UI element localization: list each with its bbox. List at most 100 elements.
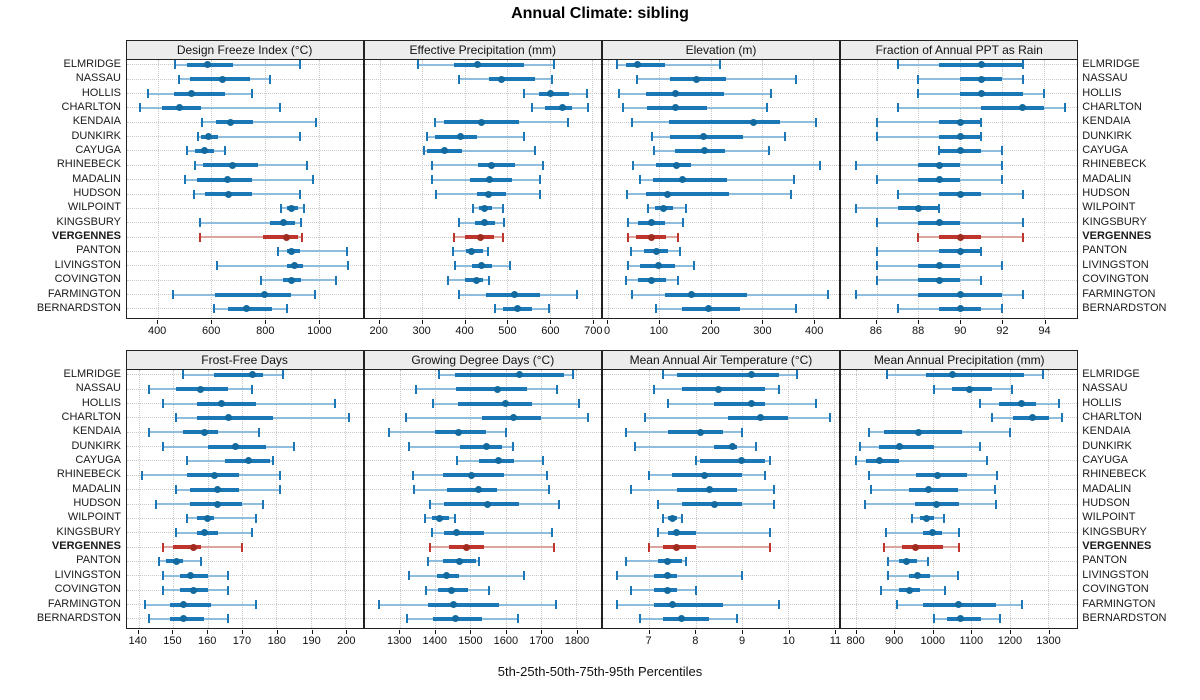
- median-dot: [925, 486, 933, 494]
- median-dot: [957, 615, 965, 623]
- cap-5th: [638, 175, 641, 185]
- x-tick-label: 500: [498, 325, 517, 337]
- cap-5th: [194, 160, 197, 170]
- gridline-vertical: [138, 370, 140, 628]
- cap-95th: [980, 117, 983, 127]
- median-dot: [547, 90, 555, 98]
- gridline-vertical: [1047, 370, 1049, 628]
- cap-95th: [567, 117, 570, 127]
- x-tick: [875, 320, 877, 324]
- panel-strip-title: Design Freeze Index (°C): [176, 43, 313, 57]
- cap-95th: [980, 275, 983, 285]
- cap-95th: [299, 218, 302, 228]
- x-tick: [971, 630, 973, 634]
- cap-95th: [768, 146, 771, 156]
- cap-95th: [523, 132, 526, 142]
- x-tick: [505, 630, 507, 634]
- site-label-left: VERGENNES: [51, 230, 121, 243]
- x-tick-label: 1000: [307, 325, 332, 337]
- site-label-left: CAYUGA: [75, 143, 121, 156]
- site-label-left: NASSAU: [75, 72, 121, 85]
- median-dot: [488, 161, 496, 169]
- median-dot: [747, 371, 755, 379]
- cap-95th: [814, 399, 817, 409]
- median-dot: [696, 428, 704, 436]
- median-dot: [248, 371, 256, 379]
- site-label-left: HOLLIS: [81, 86, 121, 99]
- interval-25-75: [214, 372, 263, 377]
- median-dot: [701, 147, 709, 155]
- x-tick-label: 10: [782, 635, 795, 647]
- cap-5th: [161, 399, 164, 409]
- cap-95th: [557, 499, 560, 509]
- gridline-vertical: [932, 370, 934, 628]
- cap-95th: [554, 600, 557, 610]
- cap-5th: [858, 442, 861, 452]
- cap-95th: [346, 261, 349, 271]
- site-label-right: LIVINGSTON: [1082, 258, 1149, 271]
- median-dot: [935, 262, 943, 270]
- cap-5th: [652, 384, 655, 394]
- site-label-right: PANTON: [1082, 244, 1128, 257]
- cap-95th: [1001, 175, 1004, 185]
- site-label-left: VERGENNES: [51, 540, 121, 553]
- cap-95th: [1001, 304, 1004, 314]
- cap-5th: [193, 189, 196, 199]
- median-dot: [915, 428, 923, 436]
- interval-5-95: [649, 546, 770, 549]
- interval-25-75: [714, 401, 765, 406]
- cap-95th: [999, 614, 1002, 624]
- cap-5th: [177, 74, 180, 84]
- cap-95th: [1021, 290, 1024, 300]
- cap-5th: [432, 399, 435, 409]
- median-dot: [977, 90, 985, 98]
- x-tick-label: 1400: [422, 635, 448, 647]
- site-label-left: BERNARDSTON: [36, 611, 121, 624]
- x-tick-label: 700: [584, 325, 603, 337]
- cap-5th: [618, 89, 621, 99]
- cap-95th: [1060, 413, 1063, 423]
- x-tick: [207, 630, 209, 634]
- median-dot: [715, 385, 723, 393]
- x-tick: [470, 630, 472, 634]
- cap-95th: [1001, 261, 1004, 271]
- cap-95th: [1021, 74, 1024, 84]
- site-label-left: WILPOINT: [67, 201, 121, 214]
- interval-5-95: [186, 517, 256, 520]
- cap-5th: [887, 556, 890, 566]
- interval-5-95: [876, 121, 982, 124]
- cap-5th: [277, 246, 280, 256]
- cap-95th: [487, 246, 490, 256]
- cap-5th: [875, 175, 878, 185]
- interval-5-95: [876, 250, 982, 253]
- site-label-left: KENDAIA: [72, 425, 121, 438]
- cap-5th: [260, 275, 263, 285]
- interval-5-95: [885, 531, 960, 534]
- site-label-right: CAYUGA: [1082, 143, 1128, 156]
- cap-95th: [685, 203, 688, 213]
- cap-5th: [183, 175, 186, 185]
- interval-25-75: [878, 444, 934, 449]
- cap-95th: [227, 614, 230, 624]
- cap-95th: [679, 246, 682, 256]
- median-dot: [448, 586, 456, 594]
- cap-95th: [777, 384, 780, 394]
- cap-5th: [447, 275, 450, 285]
- cap-95th: [477, 556, 480, 566]
- median-dot: [648, 219, 656, 227]
- median-dot: [693, 75, 701, 83]
- interval-25-75: [908, 487, 959, 492]
- gridline-vertical: [788, 370, 790, 628]
- panel-strip-title: Effective Precipitation (mm): [409, 43, 557, 57]
- interval-25-75: [215, 292, 292, 297]
- x-tick: [211, 320, 213, 324]
- gridline-horizontal: [364, 560, 601, 562]
- interval-5-95: [432, 531, 552, 534]
- cap-5th: [896, 60, 899, 70]
- interval-25-75: [215, 120, 254, 125]
- cap-5th: [144, 600, 147, 610]
- median-dot: [671, 90, 679, 98]
- median-dot: [205, 133, 213, 141]
- cap-5th: [215, 261, 218, 271]
- interval-25-75: [459, 444, 503, 449]
